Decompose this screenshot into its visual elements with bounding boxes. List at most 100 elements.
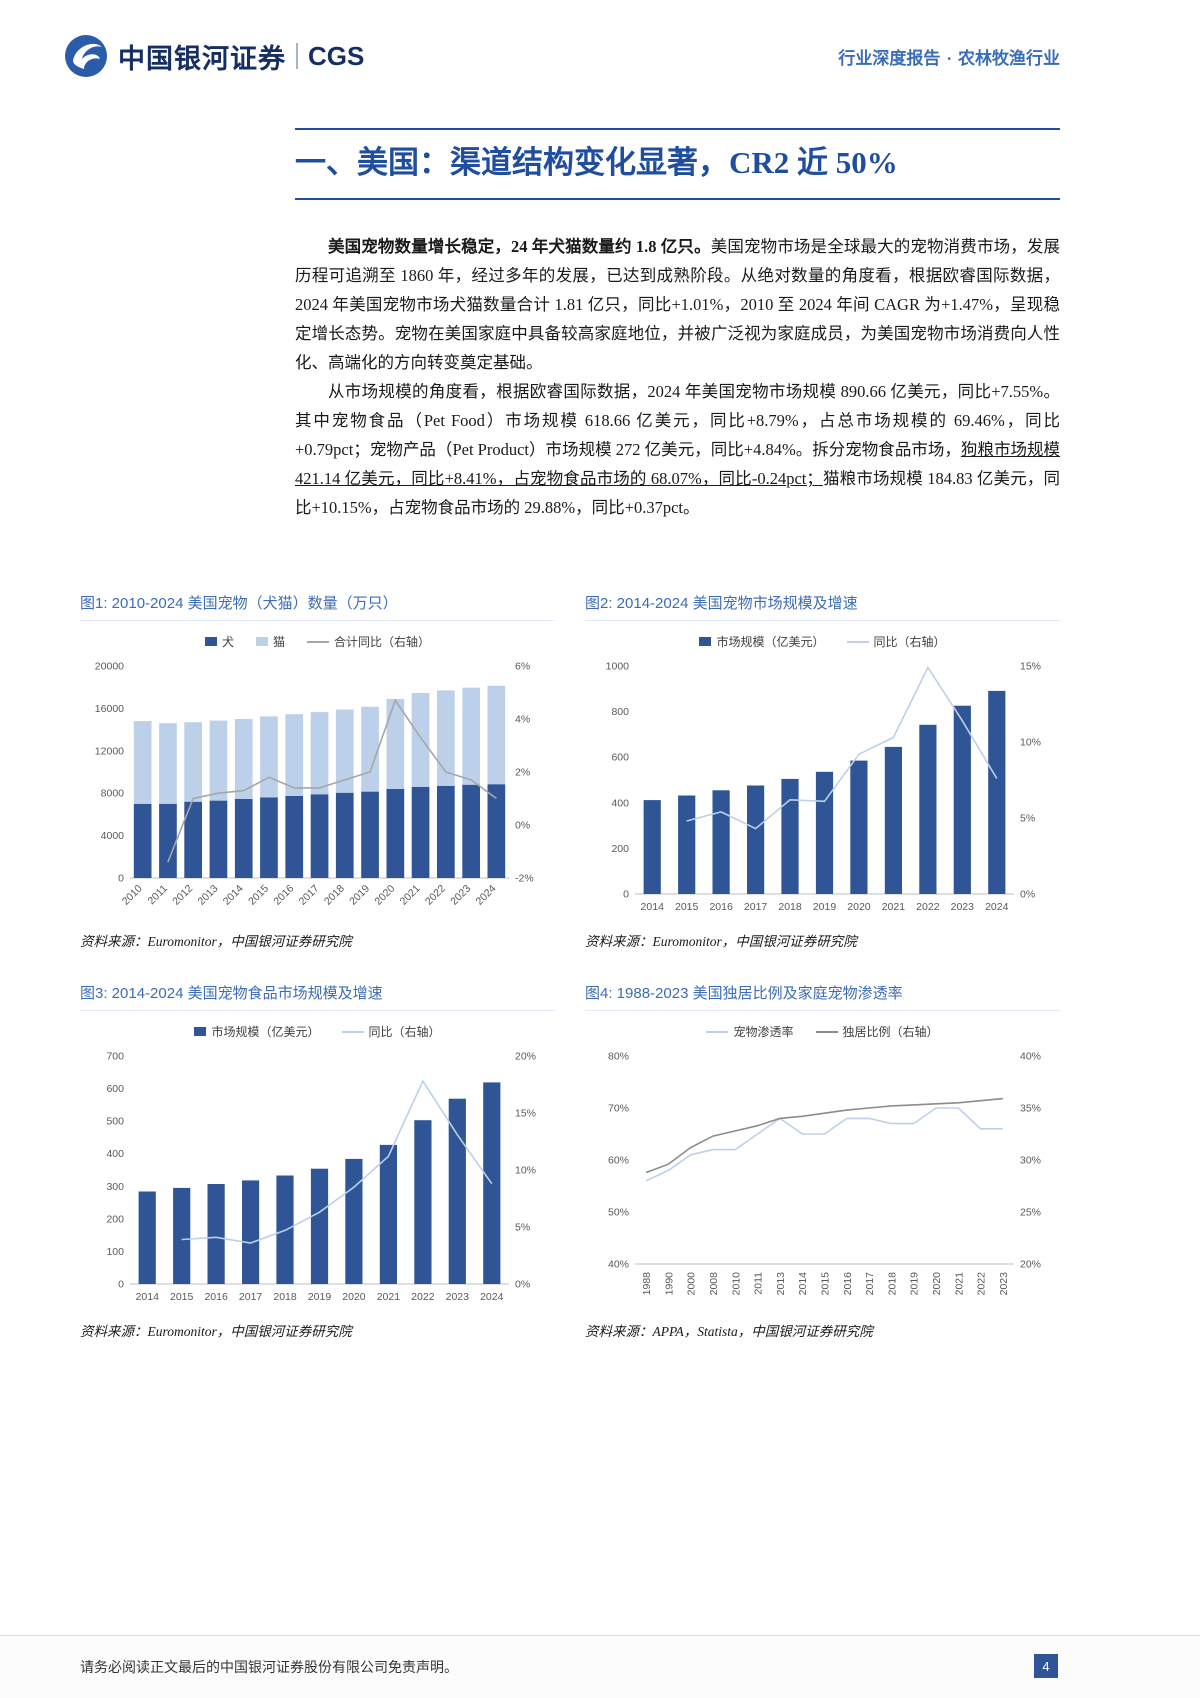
svg-text:0: 0	[623, 889, 629, 901]
svg-text:2023: 2023	[998, 1272, 1010, 1296]
separator-dot: ·	[946, 48, 952, 68]
figure-2-legend: 市场规模（亿美元） 同比（右轴）	[585, 633, 1060, 650]
legend-line-swatch	[815, 1030, 838, 1033]
svg-text:2018: 2018	[778, 901, 802, 913]
svg-text:1000: 1000	[606, 661, 630, 673]
legend-bar-swatch	[699, 637, 712, 646]
svg-text:2019: 2019	[909, 1272, 921, 1296]
figure-3-source: 资料来源：Euromonitor，中国银河证券研究院	[80, 1324, 352, 1339]
svg-text:2021: 2021	[377, 1291, 401, 1303]
svg-text:10%: 10%	[515, 1165, 536, 1177]
svg-text:20%: 20%	[1020, 1259, 1041, 1271]
svg-text:2%: 2%	[515, 767, 530, 779]
figure-1: 图1: 2010-2024 美国宠物（犬猫）数量（万只） 犬猫合计同比（右轴） …	[80, 592, 555, 950]
figure-4-chart: 40% 50% 60% 70% 80% 20% 25% 30% 35% 40% 1988 1990 20…	[608, 1051, 1041, 1296]
legend-item: 独居比例（右轴）	[815, 1023, 939, 1040]
legend-item: 合计同比（右轴）	[307, 633, 430, 650]
svg-text:20%: 20%	[515, 1051, 536, 1063]
svg-text:2024: 2024	[480, 1291, 504, 1303]
paragraph-1-rest: 美国宠物市场是全球最大的宠物消费市场，发展历程可追溯至 1860 年，经过多年的…	[295, 237, 1061, 372]
svg-text:1990: 1990	[663, 1272, 675, 1296]
figure-4: 图4: 1988-2023 美国独居比例及家庭宠物渗透率 宠物渗透率 独居比例（右…	[585, 982, 1060, 1340]
svg-text:2022: 2022	[423, 883, 448, 908]
svg-text:2018: 2018	[886, 1272, 898, 1296]
legend-item: 猫	[255, 633, 285, 650]
svg-text:0%: 0%	[515, 820, 530, 832]
paragraph-1-lead: 美国宠物数量增长稳定，24 年犬猫数量约 1.8 亿只。	[328, 237, 711, 256]
legend-bar-swatch	[204, 637, 217, 646]
svg-text:2015: 2015	[820, 1272, 832, 1296]
svg-text:2014: 2014	[221, 883, 246, 908]
legend-label: 合计同比（右轴）	[334, 635, 431, 649]
legend-label: 市场规模（亿美元）	[716, 635, 825, 649]
figure-2-source: 资料来源：Euromonitor，中国银河证券研究院	[585, 934, 857, 949]
legend-label: 独居比例（右轴）	[842, 1025, 939, 1039]
legend-line-swatch	[341, 1030, 364, 1033]
svg-text:2021: 2021	[398, 883, 423, 908]
svg-text:8000: 8000	[101, 788, 125, 800]
svg-text:2018: 2018	[322, 883, 347, 908]
svg-text:2020: 2020	[931, 1272, 943, 1296]
page-footer: 请务必阅读正文最后的中国银河证券股份有限公司免责声明。 4	[0, 1635, 1200, 1698]
legend-item: 同比（右轴）	[846, 633, 946, 650]
svg-text:2011: 2011	[146, 883, 171, 908]
svg-text:2023: 2023	[951, 901, 975, 913]
figure-3-chart: 0 100 200 300 400 500 600 700 0% 5% 10% 15% 20% 2014 2…	[106, 1051, 536, 1304]
svg-text:2017: 2017	[864, 1272, 876, 1296]
industry-name: 农林牧渔行业	[958, 48, 1060, 68]
figure-2-caption: 图2: 2014-2024 美国宠物市场规模及增速	[585, 592, 1060, 621]
legend-item: 市场规模（亿美元）	[699, 633, 825, 650]
svg-text:70%: 70%	[608, 1103, 629, 1115]
legend-item: 犬	[204, 633, 234, 650]
svg-text:2022: 2022	[916, 901, 940, 913]
disclaimer-text: 请务必阅读正文最后的中国银河证券股份有限公司免责声明。	[80, 1661, 458, 1676]
brand-divider	[296, 43, 298, 69]
svg-text:200: 200	[106, 1213, 124, 1225]
legend-label: 同比（右轴）	[368, 1025, 441, 1039]
svg-text:2020: 2020	[372, 883, 397, 908]
svg-text:1988: 1988	[641, 1272, 653, 1296]
svg-text:2015: 2015	[170, 1291, 194, 1303]
svg-text:300: 300	[106, 1181, 124, 1193]
page-number-badge: 4	[1034, 1654, 1058, 1678]
svg-text:2016: 2016	[709, 901, 733, 913]
svg-text:2014: 2014	[797, 1272, 809, 1296]
svg-text:2018: 2018	[273, 1291, 297, 1303]
svg-text:40%: 40%	[1020, 1051, 1041, 1063]
legend-label: 宠物渗透率	[733, 1025, 794, 1039]
svg-text:100: 100	[106, 1246, 124, 1258]
svg-text:15%: 15%	[1020, 661, 1041, 673]
svg-text:2024: 2024	[473, 883, 498, 908]
svg-text:60%: 60%	[608, 1155, 629, 1167]
svg-text:5%: 5%	[515, 1222, 530, 1234]
svg-text:2015: 2015	[675, 901, 699, 913]
report-type: 行业深度报告	[838, 48, 941, 68]
svg-text:2016: 2016	[271, 883, 296, 908]
legend-bar-swatch	[194, 1027, 207, 1036]
svg-text:35%: 35%	[1020, 1103, 1041, 1115]
legend-label: 犬	[221, 635, 234, 649]
body-text: 美国宠物数量增长稳定，24 年犬猫数量约 1.8 亿只。美国宠物市场是全球最大的…	[295, 232, 1060, 522]
svg-text:2010: 2010	[120, 883, 145, 908]
svg-text:0%: 0%	[1020, 889, 1035, 901]
svg-text:600: 600	[611, 752, 629, 764]
svg-text:400: 400	[611, 797, 629, 809]
svg-text:200: 200	[611, 843, 629, 855]
paragraph-2: 从市场规模的角度看，根据欧睿国际数据，2024 年美国宠物市场规模 890.66…	[295, 377, 1060, 522]
svg-text:2017: 2017	[297, 883, 322, 908]
svg-text:2021: 2021	[882, 901, 906, 913]
svg-text:2013: 2013	[196, 883, 221, 908]
svg-text:800: 800	[611, 706, 629, 718]
svg-text:700: 700	[106, 1051, 124, 1063]
svg-text:2020: 2020	[847, 901, 871, 913]
svg-text:2013: 2013	[775, 1272, 787, 1296]
svg-text:-2%: -2%	[515, 873, 534, 885]
svg-text:2022: 2022	[411, 1291, 435, 1303]
svg-text:0: 0	[118, 1279, 124, 1291]
legend-item: 市场规模（亿美元）	[194, 1023, 320, 1040]
legend-label: 猫	[272, 635, 285, 649]
brand: 中国银河证券 CGS	[64, 34, 364, 78]
svg-text:2023: 2023	[446, 1291, 470, 1303]
